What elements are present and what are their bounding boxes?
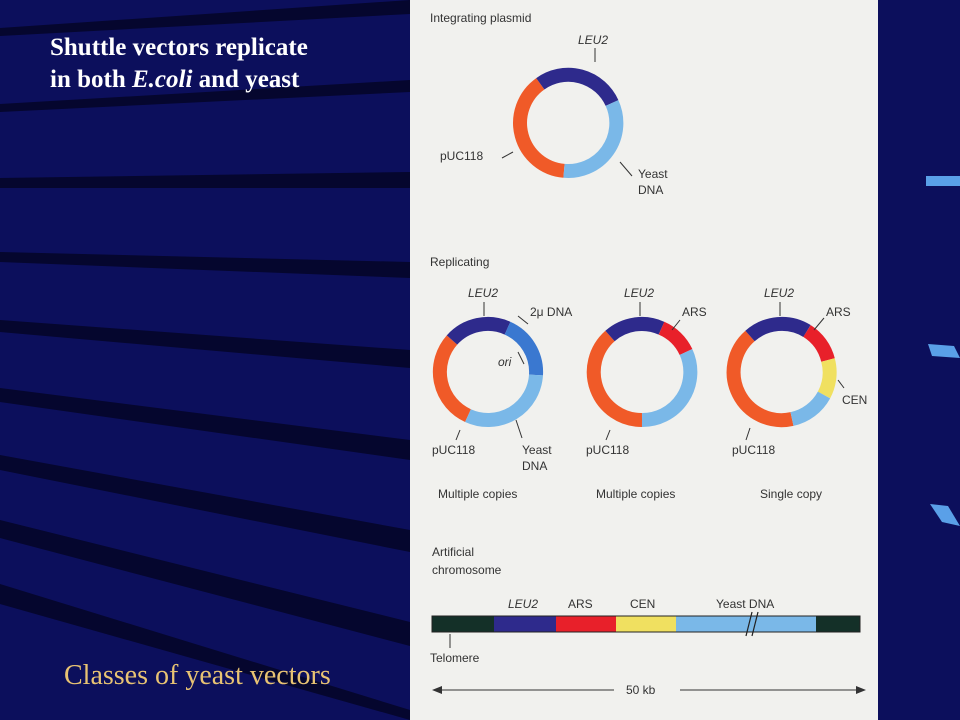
p3-copy-label: Single copy xyxy=(760,487,822,501)
integrating-leu2-label: LEU2 xyxy=(578,33,608,47)
p1-ori-label: ori xyxy=(498,355,512,369)
p1-yeast-label: Yeast xyxy=(522,443,552,457)
yeast-vector-figure: Integrating plasmid LEU2 pUC118 Yeast DN… xyxy=(430,11,867,697)
p1-copy-label: Multiple copies xyxy=(438,487,517,501)
artificial-heading-1: Artificial xyxy=(432,545,474,559)
p3-cen-arc xyxy=(817,358,837,399)
integrating-leu2-arc xyxy=(536,67,619,107)
p3-puc118-label: pUC118 xyxy=(732,443,775,457)
yac-telomere-right xyxy=(816,616,860,632)
integrating-heading: Integrating plasmid xyxy=(430,11,531,25)
p2-leu2-label: LEU2 xyxy=(624,286,654,300)
title-line2-italic: E.coli xyxy=(131,66,193,93)
replicating-plasmid-1: LEU2 2μ DNA ori pUC118 Yeast DNA Multipl… xyxy=(432,286,572,501)
title-line2-pre: in both xyxy=(50,66,132,93)
artificial-chromosome: LEU2 ARS CEN Yeast DNA Telomere 50 kb xyxy=(430,597,866,697)
p2-puc118-arc xyxy=(586,330,643,428)
p3-cen-label: CEN xyxy=(842,393,867,407)
p1-leu2-arc xyxy=(446,317,511,345)
integrating-puc118-label: pUC118 xyxy=(440,149,483,163)
integrating-yeast-arc xyxy=(563,100,624,178)
artificial-heading-2: chromosome xyxy=(432,563,502,577)
replicating-plasmid-2: LEU2 ARS pUC118 Multiple copies xyxy=(586,286,707,501)
p2-ars-arc xyxy=(658,321,693,356)
slide-title: Shuttle vectors replicate in both E.coli… xyxy=(50,32,308,96)
yac-leu2 xyxy=(494,616,556,632)
p3-ars-label: ARS xyxy=(826,305,851,319)
yac-ars xyxy=(556,616,616,632)
integrating-plasmid: LEU2 pUC118 Yeast DNA xyxy=(440,33,668,197)
title-line2-post: and yeast xyxy=(192,66,300,93)
yac-cen-label: CEN xyxy=(630,597,655,611)
p2-yeast-arc xyxy=(641,349,698,428)
p3-puc118-arc xyxy=(726,330,794,428)
title-line1: Shuttle vectors replicate xyxy=(50,34,308,61)
scale-bar: 50 kb xyxy=(432,683,866,697)
right-edge-marks xyxy=(926,176,960,526)
yac-leu2-label: LEU2 xyxy=(508,597,538,611)
p1-2micron-label: 2μ DNA xyxy=(530,305,572,319)
p3-ars-arc xyxy=(802,325,835,363)
p1-dna-label: DNA xyxy=(522,459,547,473)
scale-label: 50 kb xyxy=(626,683,656,697)
p1-2micron-arc xyxy=(504,321,544,376)
yac-telomere-label: Telomere xyxy=(430,651,480,665)
replicating-heading: Replicating xyxy=(430,255,489,269)
integrating-yeast-label: Yeast xyxy=(638,167,668,181)
p1-leu2-label: LEU2 xyxy=(468,286,498,300)
replicating-plasmid-3: LEU2 ARS CEN pUC118 Single copy xyxy=(726,286,867,501)
p2-leu2-arc xyxy=(605,316,665,342)
p3-leu2-arc xyxy=(745,316,811,342)
p3-leu2-label: LEU2 xyxy=(764,286,794,300)
p1-puc118-arc xyxy=(432,335,472,422)
p2-copy-label: Multiple copies xyxy=(596,487,675,501)
yac-yeast-dna xyxy=(676,616,816,632)
yac-yeast-label: Yeast DNA xyxy=(716,597,774,611)
yac-cen xyxy=(616,616,676,632)
p1-puc118-label: pUC118 xyxy=(432,443,475,457)
p1-yeast-arc xyxy=(465,374,543,427)
yac-telomere-left xyxy=(432,616,494,632)
figure-panel: Integrating plasmid LEU2 pUC118 Yeast DN… xyxy=(410,0,878,720)
integrating-puc118-arc xyxy=(513,78,565,178)
p2-puc118-label: pUC118 xyxy=(586,443,629,457)
p2-ars-label: ARS xyxy=(682,305,707,319)
p3-yeast-arc xyxy=(790,391,831,426)
slide-caption: Classes of yeast vectors xyxy=(64,660,331,691)
integrating-dna-label: DNA xyxy=(638,183,663,197)
yac-ars-label: ARS xyxy=(568,597,593,611)
